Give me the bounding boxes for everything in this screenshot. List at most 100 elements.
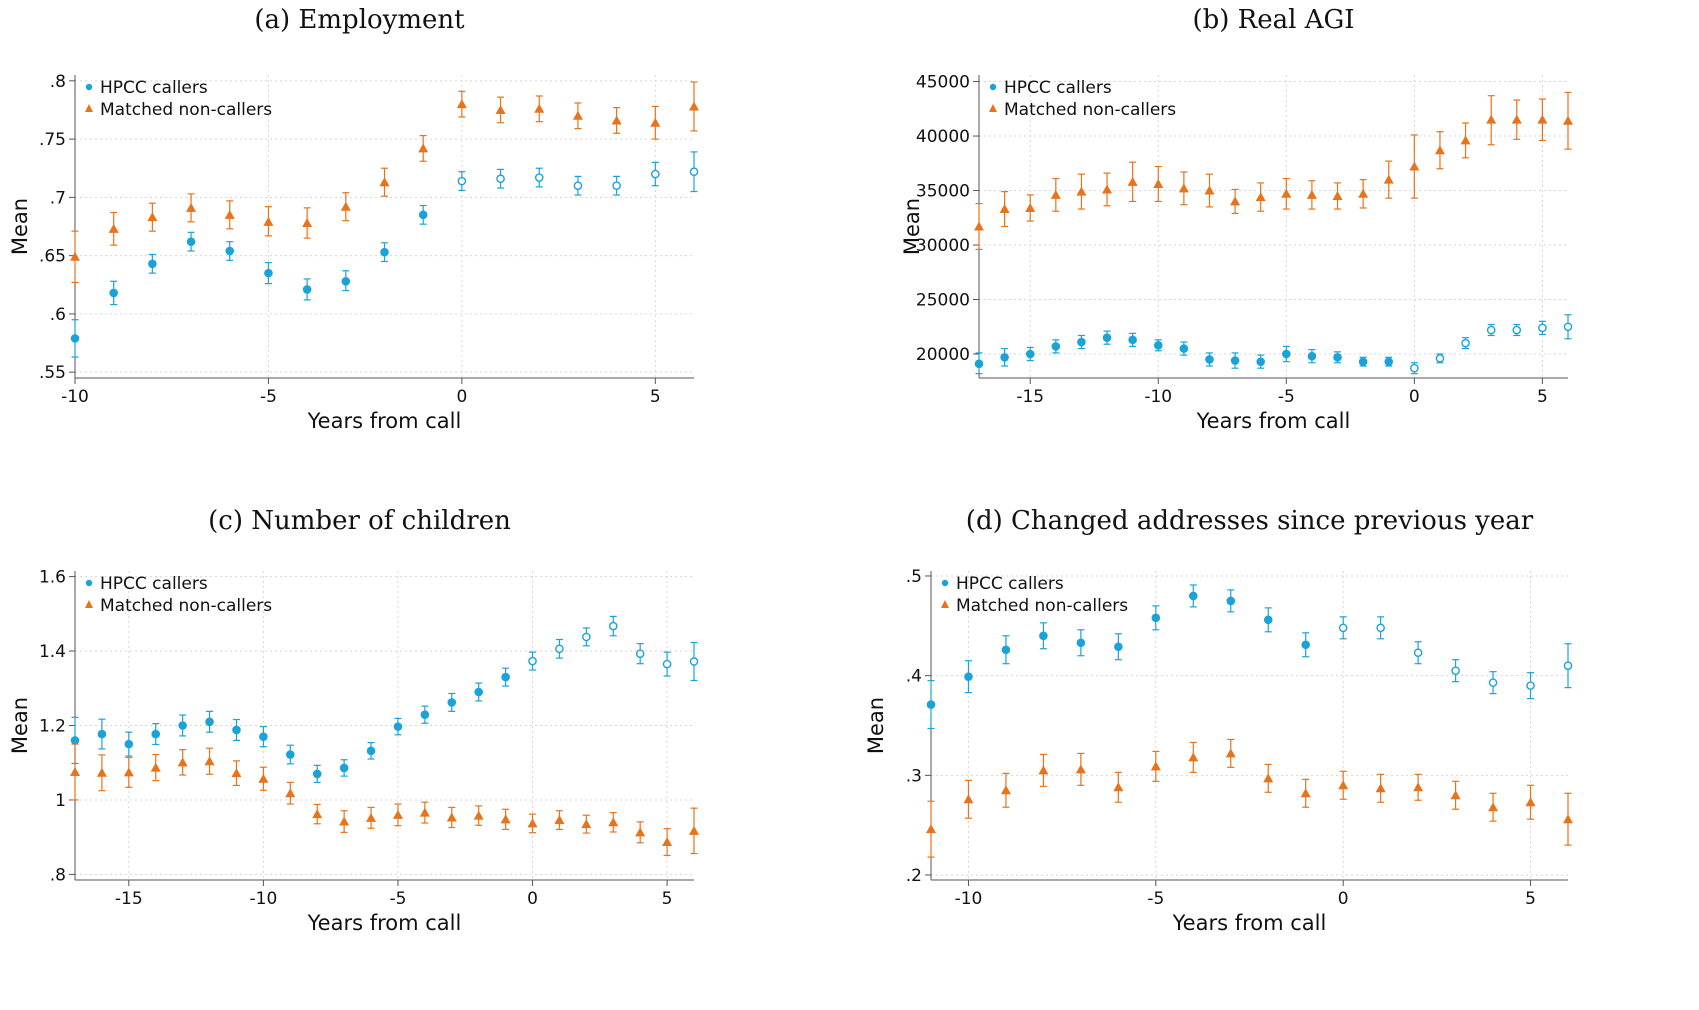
data-point [302, 218, 313, 228]
data-point [258, 773, 269, 783]
data-point [1306, 189, 1317, 199]
y-tick-label: 40000 [916, 127, 970, 147]
legend-label-non-callers: Matched non-callers [100, 100, 272, 120]
y-tick-label: .8 [50, 865, 66, 885]
data-point [186, 237, 196, 246]
data-point [1225, 748, 1236, 758]
data-point [339, 816, 350, 826]
series-hpcc-callers [70, 615, 699, 784]
data-point [611, 115, 622, 125]
legend-marker-callers [941, 579, 949, 587]
data-point [1307, 351, 1317, 361]
panel-changed-addresses: (d) Changed addresses since previous yea… [850, 505, 1699, 1010]
legend-marker-non-callers [85, 600, 93, 608]
data-point [70, 767, 80, 777]
data-point [1153, 178, 1164, 188]
data-point [419, 807, 430, 817]
legend-marker-non-callers [85, 104, 93, 112]
data-point [1263, 615, 1273, 625]
data-point [224, 209, 235, 219]
data-point [1376, 623, 1385, 633]
series-matched-non-callers [70, 743, 699, 857]
data-point [1001, 645, 1011, 655]
data-point [1256, 357, 1265, 366]
data-point [1460, 135, 1471, 145]
data-point [70, 334, 80, 343]
data-point [178, 721, 187, 730]
data-point [1051, 342, 1061, 351]
y-tick-label: 20000 [916, 345, 970, 365]
data-point [1179, 344, 1189, 353]
data-point [1128, 335, 1137, 345]
x-tick-label: 0 [1409, 387, 1420, 407]
data-point [456, 99, 467, 109]
data-point [286, 750, 295, 759]
y-tick-label: 45000 [916, 73, 970, 93]
data-point [1333, 352, 1342, 362]
data-point [1075, 764, 1086, 774]
data-point [1413, 782, 1424, 792]
data-point [501, 672, 510, 682]
data-point [612, 181, 621, 191]
x-tick-label: 5 [1525, 889, 1536, 909]
x-tick-label: 0 [527, 889, 538, 909]
y-axis-label: Mean [8, 198, 32, 255]
data-point [340, 201, 351, 211]
data-point [418, 210, 428, 220]
data-point [1511, 114, 1522, 124]
data-point [1332, 190, 1343, 200]
y-tick-label: 1.2 [39, 717, 66, 737]
data-point [1188, 591, 1198, 601]
chart-title: (a) Employment [254, 5, 465, 35]
x-tick-label: -5 [1147, 889, 1164, 909]
data-point [1263, 773, 1274, 783]
data-point [974, 359, 984, 369]
data-point [974, 221, 984, 231]
data-point [474, 687, 483, 697]
data-point [148, 259, 157, 269]
series-hpcc-callers [70, 151, 699, 358]
data-point [689, 657, 699, 666]
data-point [264, 268, 273, 278]
data-point [379, 177, 390, 187]
data-point [1230, 196, 1241, 206]
data-point [1102, 333, 1112, 342]
data-point [999, 204, 1010, 214]
data-point [662, 659, 672, 669]
y-tick-label: 30000 [916, 236, 970, 256]
data-point [651, 169, 660, 179]
data-point [96, 767, 107, 777]
data-point [500, 814, 511, 824]
data-point [366, 746, 376, 756]
x-tick-label: 5 [1537, 387, 1548, 407]
data-point [1113, 782, 1124, 792]
data-point [232, 725, 241, 735]
data-point [446, 812, 457, 822]
data-point [1050, 189, 1061, 199]
data-point [1512, 325, 1522, 335]
data-point [608, 621, 618, 631]
chart-title: (b) Real AGI [1192, 5, 1354, 35]
data-point [108, 223, 119, 233]
chart-title: (c) Number of children [208, 506, 511, 536]
data-point [926, 700, 936, 709]
y-tick-label: 1.6 [39, 568, 66, 588]
data-point [1338, 780, 1349, 790]
data-point [1301, 640, 1311, 650]
x-axis-label: Years from call [307, 911, 462, 935]
data-point [341, 276, 351, 286]
data-point [186, 202, 197, 212]
data-point [1114, 642, 1123, 652]
data-point [1076, 186, 1087, 196]
x-tick-label: -10 [61, 387, 89, 407]
data-point [109, 288, 118, 298]
data-point [582, 632, 591, 642]
data-point [1127, 176, 1138, 186]
data-point [662, 837, 673, 847]
legend-marker-non-callers [989, 104, 997, 112]
data-point [1563, 661, 1573, 670]
legend-label-callers: HPCC callers [100, 78, 208, 98]
